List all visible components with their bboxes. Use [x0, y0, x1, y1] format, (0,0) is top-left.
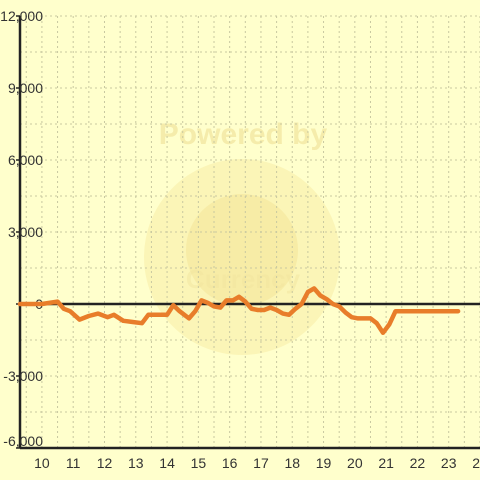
x-tick-label: 18 — [284, 455, 300, 471]
x-tick-label: 20 — [347, 455, 363, 471]
x-tick-label: 10 — [34, 455, 50, 471]
x-tick-label: 12 — [97, 455, 113, 471]
x-tick-label: 16 — [222, 455, 238, 471]
x-tick-label: 24 — [472, 455, 480, 471]
watermark: Powered by Currency — [144, 118, 340, 355]
x-tick-label: 23 — [441, 455, 457, 471]
x-tick-label: 19 — [316, 455, 332, 471]
x-tick-label: 11 — [66, 455, 81, 471]
x-tick-label: 21 — [378, 455, 394, 471]
x-tick-label: 15 — [191, 455, 207, 471]
watermark-logo-text: Currency — [186, 264, 301, 294]
y-tick-label: -6,000 — [3, 433, 43, 449]
x-tick-label: 13 — [128, 455, 144, 471]
x-tick-label: 14 — [159, 455, 175, 471]
watermark-text: Powered by — [159, 118, 328, 151]
x-tick-label: 17 — [253, 455, 269, 471]
y-tick-label: -3,000 — [3, 368, 43, 384]
grid — [20, 15, 480, 449]
x-tick-label: 22 — [410, 455, 426, 471]
series-line — [17, 286, 461, 336]
y-tick-label: 6,000 — [8, 152, 43, 168]
y-tick-label: 12,000 — [0, 8, 43, 24]
y-tick-label: 3,000 — [8, 224, 43, 240]
series-layer — [17, 286, 461, 336]
y-tick-label: 9,000 — [8, 80, 43, 96]
